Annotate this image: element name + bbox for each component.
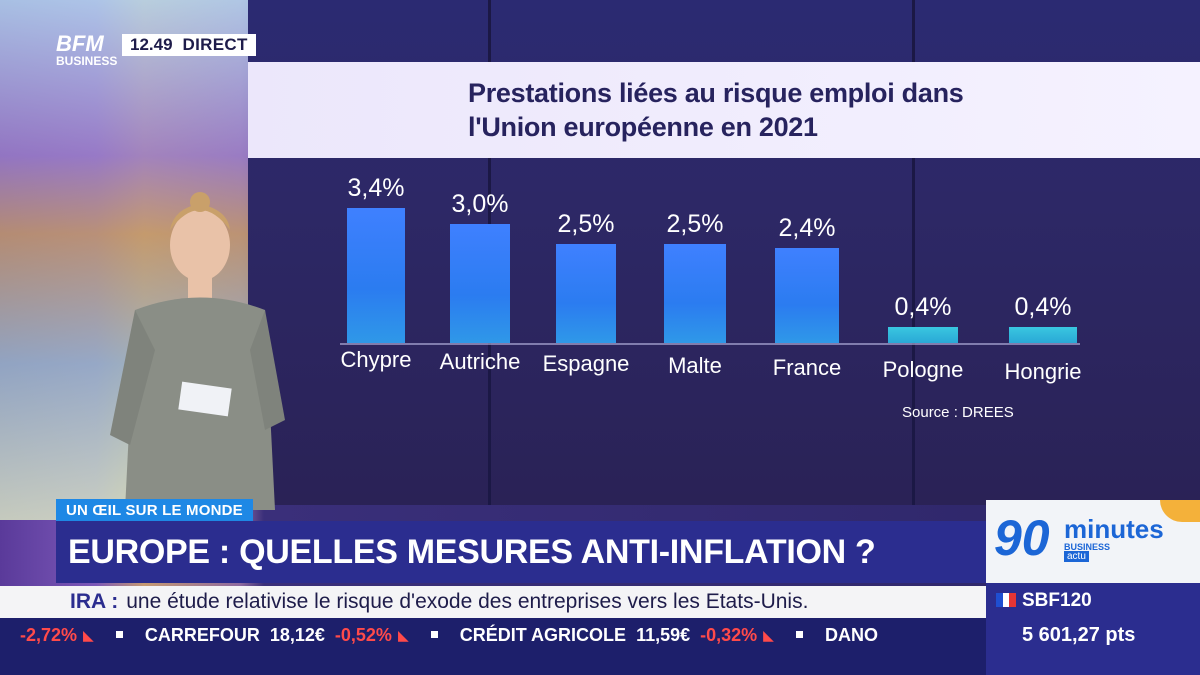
category-label: Malte — [668, 353, 722, 378]
bar-autriche — [450, 223, 510, 343]
presenter — [110, 192, 285, 510]
ticker-change: -2,72% — [20, 624, 78, 645]
category-label: Espagne — [542, 351, 630, 376]
bar-malte — [664, 243, 726, 343]
bar-hongrie — [1009, 327, 1077, 343]
program-word: minutes — [1064, 514, 1164, 544]
news-crawl: IRA : une étude relativise le risque d'e… — [0, 586, 986, 618]
news-prefix: IRA : — [70, 590, 119, 613]
ticker-name: CARREFOUR — [144, 624, 260, 645]
ticker-change: -0,52% — [334, 624, 392, 645]
market-index: SBF120 5 601,27 pts — [986, 583, 1200, 675]
chart-title: Prestations liées au risque emploi dans … — [468, 78, 964, 142]
ticker-change: -0,32% — [700, 624, 758, 645]
bar-value-label: 2,5% — [557, 209, 615, 238]
category-label: France — [772, 355, 842, 380]
bar-chypre — [347, 208, 405, 343]
channel-logo-sub: BUSINESS — [56, 54, 118, 68]
channel-logo-text: BFM — [56, 31, 104, 56]
headline-banner: EUROPE : QUELLES MESURES ANTI-INFLATION … — [56, 521, 986, 583]
category-label: Chypre — [340, 347, 412, 372]
screen-seam — [912, 0, 915, 505]
program-badge: actu — [1064, 551, 1089, 562]
separator-icon — [795, 630, 803, 638]
bar-value-label: 3,0% — [451, 189, 509, 218]
separator-icon — [115, 630, 123, 638]
bar-pologne — [888, 327, 958, 343]
bar-france — [775, 247, 839, 343]
ticker-base — [0, 652, 986, 675]
program-number: 90 — [994, 510, 1050, 566]
segment-tag: UN ŒIL SUR LE MONDE — [56, 499, 253, 521]
bar-value-label: 2,5% — [666, 209, 724, 238]
ticker-value: 11,59€ — [636, 624, 691, 645]
live-label: DIRECT — [182, 35, 248, 54]
channel-logo: BFM BUSINESS — [56, 31, 118, 74]
index-name: SBF120 — [1022, 590, 1092, 611]
bar-value-label: 0,4% — [1014, 293, 1072, 322]
ticker-name: CRÉDIT AGRICOLE — [459, 624, 627, 645]
program-sub: BUSINESS — [1064, 542, 1111, 552]
chart-baseline — [340, 343, 1080, 345]
france-flag-icon — [996, 593, 1017, 607]
index-value: 5 601,27 pts — [1022, 624, 1136, 646]
category-label: Hongrie — [1004, 359, 1082, 384]
stock-ticker: -2,72% ◣ CARREFOUR 18,12€ -0,52% ◣ CRÉDI… — [0, 618, 986, 652]
program-logo: 90 minutes BUSINESS actu — [986, 500, 1200, 583]
segment-tag-text: UN ŒIL SUR LE MONDE — [66, 501, 243, 519]
bar-value-label: 0,4% — [894, 293, 952, 322]
headline-text: EUROPE : QUELLES MESURES ANTI-INFLATION … — [68, 532, 876, 571]
down-arrow-icon: ◣ — [83, 626, 94, 643]
category-label: Autriche — [439, 349, 521, 374]
bar-value-label: 2,4% — [778, 213, 836, 242]
ticker-name: DANO — [824, 624, 878, 645]
down-arrow-icon: ◣ — [763, 626, 774, 643]
category-label: Pologne — [882, 357, 964, 382]
ticker-value: 18,12€ — [269, 624, 325, 645]
down-arrow-icon: ◣ — [397, 626, 409, 643]
chart-source: Source : DREES — [902, 404, 1014, 421]
bar-value-label: 3,4% — [347, 174, 405, 202]
logo-corner-accent — [1160, 500, 1200, 522]
news-text: une étude relativise le risque d'exode d… — [126, 590, 809, 613]
chart-title-band: Prestations liées au risque emploi dans … — [248, 62, 1200, 158]
live-clock: 12.49 DIRECT — [122, 34, 256, 56]
separator-icon — [430, 630, 438, 638]
bar-espagne — [556, 243, 616, 343]
clock-time: 12.49 — [130, 35, 173, 54]
